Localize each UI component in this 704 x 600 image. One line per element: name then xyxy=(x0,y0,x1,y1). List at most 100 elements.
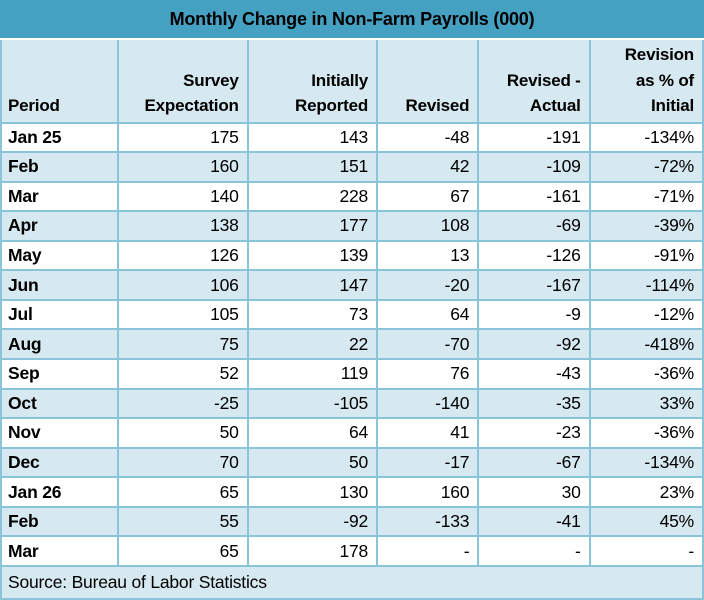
period-cell: Apr xyxy=(0,210,120,242)
value-cell: 126 xyxy=(117,239,249,272)
value-cell: 105 xyxy=(117,298,249,331)
period-cell: Jul xyxy=(0,298,120,331)
table-body-container: Period Survey Expectation Initially Repo… xyxy=(0,40,704,600)
value-cell: -36% xyxy=(588,417,704,449)
value-cell: -25 xyxy=(117,387,249,420)
period-cell: Oct xyxy=(0,387,120,420)
value-cell: 228 xyxy=(246,180,379,213)
table-row: Mar 65 178- - - xyxy=(0,535,704,567)
column-header-initially-reported: Initially Reported xyxy=(246,40,379,124)
period-cell: Aug xyxy=(0,328,120,360)
value-cell: -20 xyxy=(376,269,480,301)
value-cell: 75 xyxy=(117,328,249,360)
payrolls-table: Period Survey Expectation Initially Repo… xyxy=(0,40,704,567)
period-cell: Jan 26 xyxy=(0,476,120,508)
table-row: Mar 140 228 67 -161 -71% xyxy=(0,180,704,213)
period-cell: Feb xyxy=(0,151,120,183)
value-cell: -134% xyxy=(588,121,704,154)
value-cell: -41 xyxy=(477,505,591,538)
source-note: Source: Bureau of Labor Statistics xyxy=(0,567,704,600)
value-cell: 23% xyxy=(588,476,704,508)
value-cell: 119 xyxy=(246,358,379,390)
period-cell: Sep xyxy=(0,358,120,390)
table-row: Aug 75 22 -70 -92 -418% xyxy=(0,328,704,360)
value-cell: -70 xyxy=(376,328,480,360)
value-cell: -12% xyxy=(588,298,704,331)
table-row: Sep 52 119 76 -43 -36% xyxy=(0,358,704,390)
table-title: Monthly Change in Non-Farm Payrolls (000… xyxy=(0,0,704,40)
value-cell: 70 xyxy=(117,446,249,479)
value-cell: 76 xyxy=(376,358,480,390)
value-cell: 139 xyxy=(246,239,379,272)
value-cell: 73 xyxy=(246,298,379,331)
value-cell: 67 xyxy=(376,180,480,213)
table-row: Dec 70 50 -17 -67 -134% xyxy=(0,446,704,479)
value-cell: -67 xyxy=(477,446,591,479)
column-header-revision-pct: Revision as % of Initial xyxy=(588,40,704,124)
value-cell: - xyxy=(477,535,591,567)
period-cell: Jun xyxy=(0,269,120,301)
value-cell: -92 xyxy=(477,328,591,360)
value-cell: -69 xyxy=(477,210,591,242)
table-row: Jan 26 65 130 160 30 23% xyxy=(0,476,704,508)
value-cell: -35 xyxy=(477,387,591,420)
value-cell: 41 xyxy=(376,417,480,449)
value-cell: -140 xyxy=(376,387,480,420)
table-row: Jan 25 175 143 -48 -191 -134% xyxy=(0,121,704,154)
value-cell: 160 xyxy=(376,476,480,508)
value-cell: -161 xyxy=(477,180,591,213)
value-cell: 55 xyxy=(117,505,249,538)
value-cell: 130 xyxy=(246,476,379,508)
value-cell: 143 xyxy=(246,121,379,154)
value-cell: 177 xyxy=(246,210,379,242)
header-row: Period Survey Expectation Initially Repo… xyxy=(0,40,704,124)
value-cell: -39% xyxy=(588,210,704,242)
value-cell: 33% xyxy=(588,387,704,420)
value-cell: -126 xyxy=(477,239,591,272)
column-header-period: Period xyxy=(0,40,120,124)
value-cell: 65 xyxy=(117,535,249,567)
table-row: Feb 55 -92 -133 -41 45% xyxy=(0,505,704,538)
value-cell: 22 xyxy=(246,328,379,360)
value-cell: -23 xyxy=(477,417,591,449)
value-cell: -133 xyxy=(376,505,480,538)
period-cell: Nov xyxy=(0,417,120,449)
column-header-survey-expectation: Survey Expectation xyxy=(117,40,249,124)
value-cell: 138 xyxy=(117,210,249,242)
value-cell: -48 xyxy=(376,121,480,154)
value-cell: -91% xyxy=(588,239,704,272)
value-cell: 45% xyxy=(588,505,704,538)
value-cell: 175 xyxy=(117,121,249,154)
period-cell: Mar xyxy=(0,180,120,213)
table-row: May 126 139 13 -126 -91% xyxy=(0,239,704,272)
value-cell: - xyxy=(588,535,704,567)
value-cell: -17 xyxy=(376,446,480,479)
column-header-revised-actual: Revised - Actual xyxy=(477,40,591,124)
value-cell: 140 xyxy=(117,180,249,213)
value-cell: -134% xyxy=(588,446,704,479)
table-row: Jun 106 147 -20 -167 -114% xyxy=(0,269,704,301)
table-body: Jan 25 175 143 -48 -191 -134% Feb 160 151 42 -109-… xyxy=(0,121,704,567)
period-cell: Jan 25 xyxy=(0,121,120,154)
value-cell: 160 xyxy=(117,151,249,183)
value-cell: -191 xyxy=(477,121,591,154)
value-cell: 64 xyxy=(246,417,379,449)
value-cell: 52 xyxy=(117,358,249,390)
value-cell: 13 xyxy=(376,239,480,272)
value-cell: -105 xyxy=(246,387,379,420)
value-cell: 178 xyxy=(246,535,379,567)
value-cell: -72% xyxy=(588,151,704,183)
value-cell: 65 xyxy=(117,476,249,508)
value-cell: -36% xyxy=(588,358,704,390)
value-cell: 50 xyxy=(117,417,249,449)
table-row: Jul 105 73 64 -9 -12% xyxy=(0,298,704,331)
period-cell: May xyxy=(0,239,120,272)
value-cell: -167 xyxy=(477,269,591,301)
period-cell: Mar xyxy=(0,535,120,567)
value-cell: 108 xyxy=(376,210,480,242)
table-row: Nov 50 64 41 -23 -36% xyxy=(0,417,704,449)
value-cell: -43 xyxy=(477,358,591,390)
value-cell: - xyxy=(376,535,480,567)
value-cell: 50 xyxy=(246,446,379,479)
